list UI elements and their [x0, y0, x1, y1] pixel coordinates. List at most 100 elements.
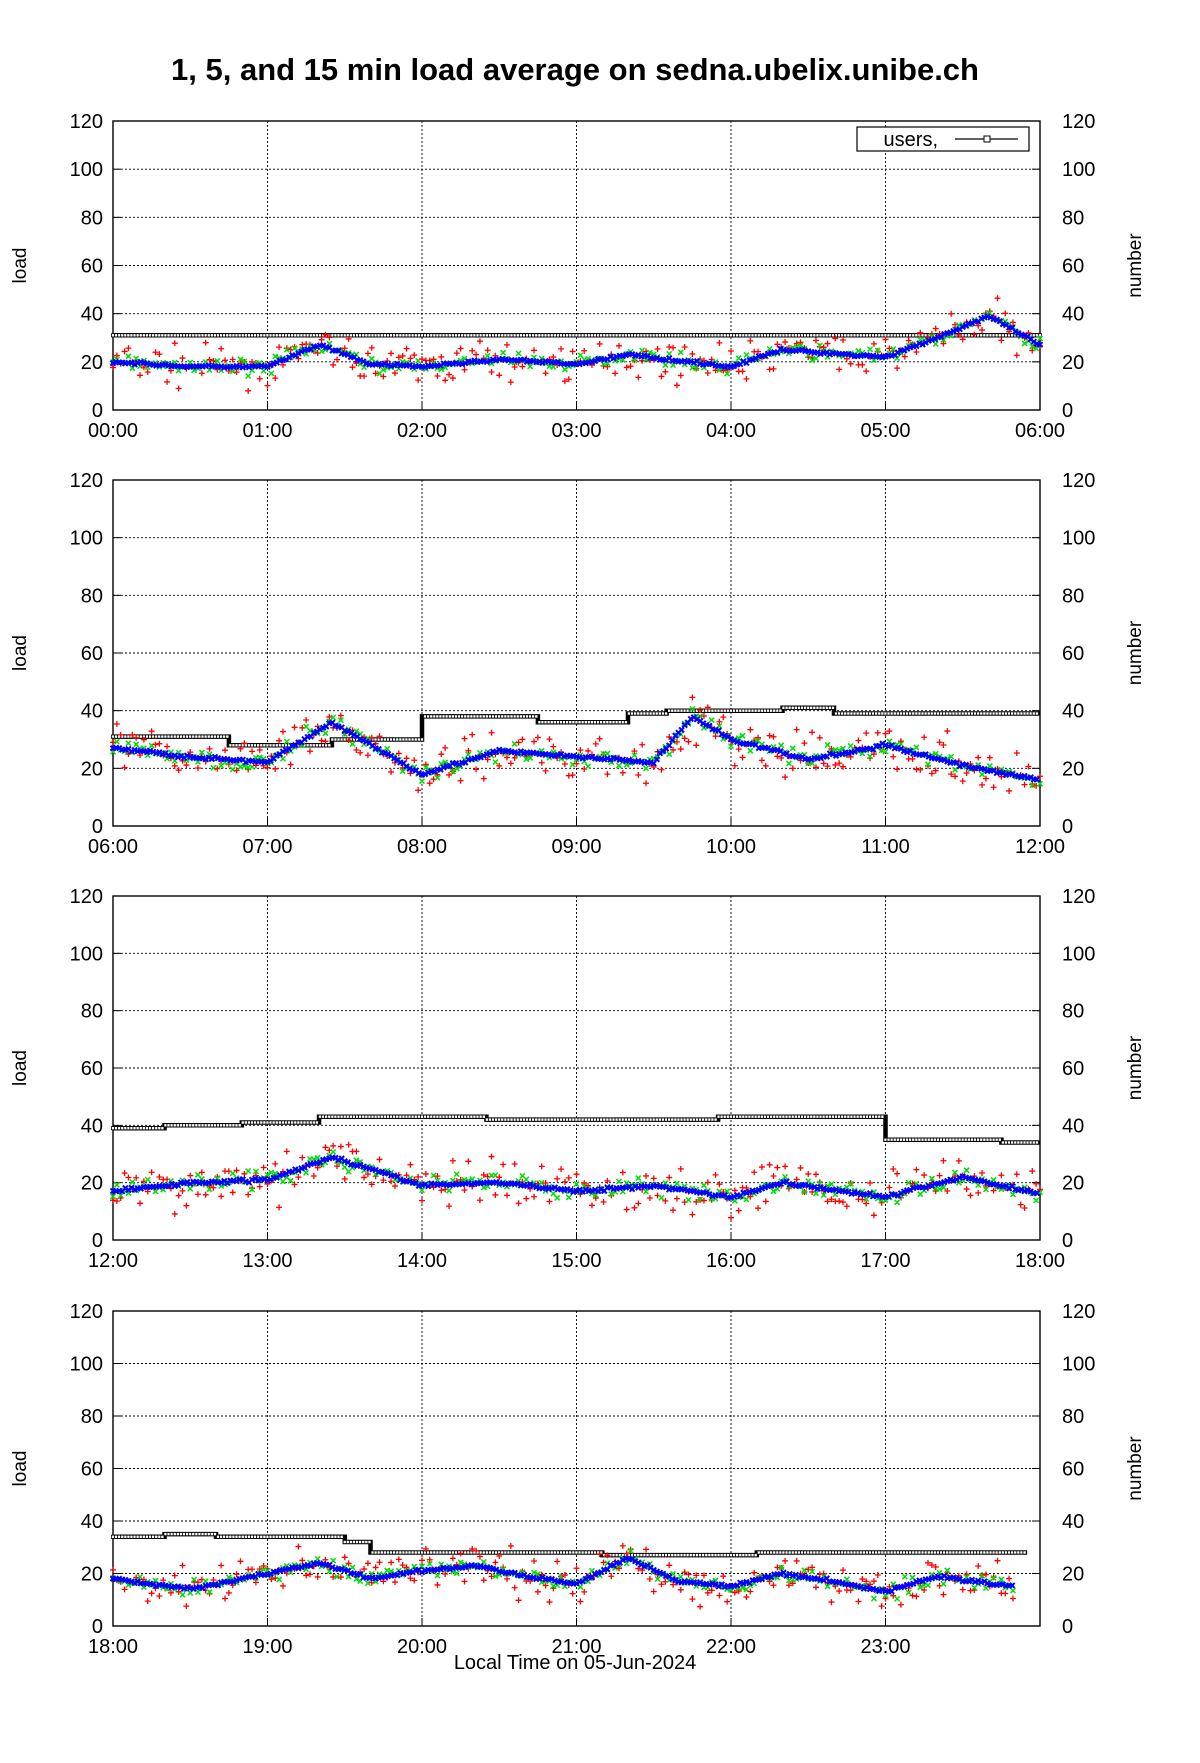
load1-point	[909, 756, 916, 763]
load1-point	[728, 1214, 734, 1221]
load5-point	[735, 735, 742, 742]
load5-point	[125, 740, 132, 747]
x-axis-label: Local Time on 05-Jun-2024	[453, 1652, 697, 1674]
load5-point	[249, 1186, 256, 1193]
load1-point	[237, 1558, 244, 1565]
load1-point	[936, 1172, 943, 1179]
users-point	[623, 720, 628, 725]
y-tick-label: 120	[70, 1301, 103, 1323]
load5-point	[337, 717, 344, 724]
load1-point	[430, 356, 437, 363]
load5-point	[642, 356, 650, 363]
y-tick-label: 80	[81, 207, 103, 229]
load5-point	[809, 357, 816, 364]
load1-point	[446, 371, 453, 378]
load1-point	[279, 728, 286, 735]
load1-point	[770, 1172, 777, 1179]
y2-tick-label: 20	[1062, 758, 1084, 780]
load1-point	[125, 1174, 132, 1181]
load1-point	[515, 739, 522, 746]
load5-point	[855, 347, 862, 354]
users-point	[1034, 711, 1039, 716]
load1-point	[434, 1173, 441, 1180]
y-tick-label: 40	[81, 304, 103, 326]
users-point	[664, 711, 669, 716]
load1-point	[442, 744, 449, 751]
load1-point	[1013, 352, 1020, 359]
load1-point	[689, 1211, 696, 1218]
load1-point	[569, 772, 576, 779]
load5-point	[635, 1175, 642, 1182]
load1-point	[809, 729, 816, 736]
x-tick-label: 10:00	[706, 836, 756, 858]
x-tick-label: 13:00	[242, 1250, 292, 1272]
load1-point	[677, 746, 684, 753]
load1-point	[229, 356, 236, 363]
load5-point	[867, 753, 874, 760]
load1-point	[276, 344, 283, 351]
y2-tick-label: 60	[1062, 256, 1084, 278]
load1-point	[666, 1562, 673, 1569]
load1-point	[546, 1599, 553, 1606]
load1-point	[222, 357, 229, 364]
load1-point	[152, 349, 159, 356]
y-tick-label: 100	[70, 528, 103, 550]
load1-point	[156, 1593, 163, 1600]
load1-point	[716, 718, 723, 725]
load5-point	[527, 363, 534, 370]
y2-tick-label: 20	[1062, 352, 1084, 374]
load5-point	[894, 1595, 901, 1602]
load1-point	[824, 763, 831, 770]
load1-point	[156, 1173, 163, 1180]
load5-point	[283, 346, 290, 353]
load1-point	[256, 375, 263, 382]
load1-point	[666, 344, 673, 351]
load1-point	[341, 345, 348, 352]
load5-point	[928, 1175, 935, 1182]
load1-point	[990, 784, 997, 791]
load1-point	[921, 734, 928, 741]
load1-point	[569, 348, 576, 355]
load1-point	[295, 1174, 302, 1181]
load1-point	[287, 761, 294, 768]
load1-point	[523, 1195, 530, 1202]
load1-point	[751, 1569, 758, 1576]
load1-point	[256, 1183, 263, 1190]
load1-point	[361, 1174, 368, 1181]
load1-point	[546, 1198, 553, 1205]
load1-point	[944, 728, 951, 735]
load1-point	[500, 1161, 507, 1168]
load1-point	[650, 1175, 657, 1182]
load1-point	[894, 365, 901, 372]
load1-point	[442, 377, 449, 384]
x-tick-label: 05:00	[860, 420, 910, 442]
load1-point	[218, 345, 225, 352]
load1-point	[712, 367, 719, 374]
load1-point	[986, 754, 993, 761]
load5-point	[801, 1188, 808, 1195]
load5-point	[685, 1196, 692, 1203]
load1-point	[388, 1559, 395, 1566]
y2-tick-label: 60	[1062, 1459, 1084, 1481]
x-tick-label: 18:00	[1015, 1250, 1065, 1272]
load1-point	[326, 713, 333, 720]
load5-point	[214, 1174, 221, 1182]
load1-point	[411, 352, 418, 359]
load1-point	[264, 382, 271, 389]
load1-point	[751, 1169, 758, 1176]
load1-point	[531, 1193, 538, 1200]
load1-point	[585, 747, 592, 754]
y2-tick-label: 20	[1062, 1564, 1084, 1586]
load1-point	[218, 1193, 225, 1200]
load1-point	[940, 741, 947, 748]
load1-point	[461, 366, 468, 373]
load5-point	[782, 1173, 789, 1180]
load1-point	[623, 1206, 630, 1213]
load1-point	[152, 741, 159, 748]
load1-point	[210, 357, 217, 364]
y-tick-label: 120	[70, 470, 103, 492]
load1-point	[395, 750, 402, 757]
load1-point	[650, 764, 657, 771]
load5-point	[256, 754, 263, 761]
load5-point	[283, 738, 290, 745]
